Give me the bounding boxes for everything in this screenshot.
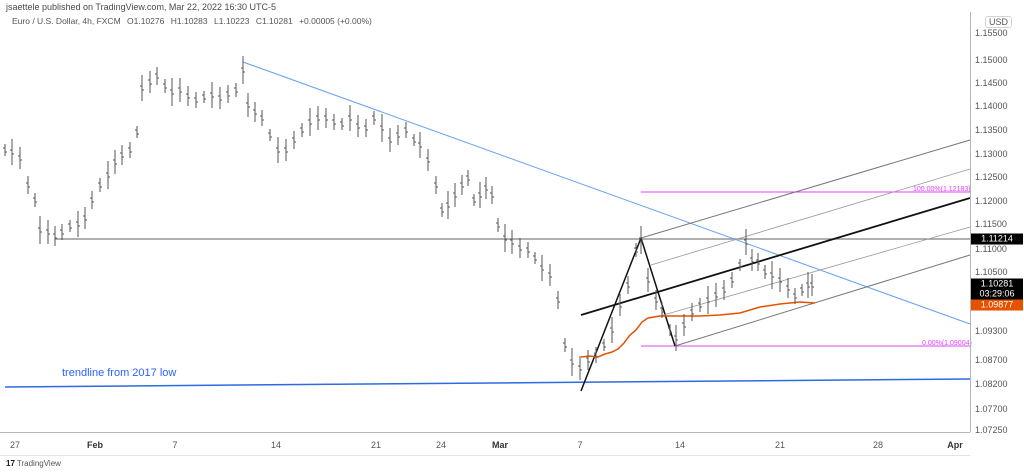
ohlc-close: C1.10281 (255, 16, 293, 26)
pitchfork-upper-outer[interactable] (640, 139, 971, 239)
time-tick: 21 (774, 440, 786, 450)
ohlc-open: O1.10276 (127, 16, 165, 26)
price-tick: 1.07700 (975, 404, 1008, 414)
time-tick: Apr (947, 440, 963, 450)
price-tick: 1.09300 (975, 326, 1008, 336)
price-tick: 1.08700 (975, 355, 1008, 365)
ohlc-change: +0.00005 (+0.00%) (299, 16, 372, 26)
trendline-label: trendline from 2017 low (62, 367, 177, 379)
pitchfork-lower-inner[interactable] (659, 226, 971, 317)
time-tick: Mar (491, 440, 509, 450)
time-tick: Feb (86, 440, 104, 450)
price-tick: 1.08200 (975, 379, 1008, 389)
price-tick: 1.12500 (975, 172, 1008, 182)
pitchfork-handle[interactable] (580, 235, 676, 392)
ohlc-low: L1.10223 (214, 16, 250, 26)
price-tick: 1.12000 (975, 196, 1008, 206)
pitchfork-upper-inner[interactable] (650, 168, 971, 266)
symbol-legend: Euro / U.S. Dollar, 4h, FXCM O1.10276 H1… (12, 16, 376, 26)
time-tick: 14 (674, 440, 686, 450)
pitchfork-median[interactable] (580, 197, 971, 316)
currency-label[interactable]: USD (985, 16, 1013, 28)
time-tick: 14 (270, 440, 282, 450)
time-tick: 7 (577, 440, 583, 450)
time-tick: 27 (9, 440, 21, 450)
brand-name: TradingView (16, 459, 61, 468)
price-tick: 1.15000 (975, 55, 1008, 65)
price-tick: 1.13000 (975, 149, 1008, 159)
fib-0-label: 0.00%(1.09004) (922, 340, 972, 347)
time-axis[interactable] (0, 432, 970, 456)
price-tick: 1.13500 (975, 125, 1008, 135)
tradingview-logo[interactable]: 17 TradingView (6, 459, 61, 468)
price-tick: 1.07250 (975, 425, 1008, 435)
symbol-name: Euro / U.S. Dollar, 4h, FXCM (12, 16, 121, 26)
published-info: jsaettele published on TradingView.com, … (6, 2, 276, 12)
time-tick: 24 (435, 440, 447, 450)
price-tick: 1.11000 (975, 244, 1007, 254)
moving-average-line[interactable] (580, 301, 816, 358)
price-tick: 1.10500 (975, 267, 1008, 277)
descending-trendline[interactable] (242, 61, 971, 325)
price-tick: 1.11500 (975, 219, 1007, 229)
support-trendline-2017[interactable] (4, 378, 971, 388)
price-tick: 1.14500 (975, 78, 1008, 88)
ohlc-high: H1.10283 (170, 16, 208, 26)
logo-icon: 17 (6, 459, 15, 468)
price-tag: 1.10281 (971, 278, 1023, 290)
time-tick: 21 (370, 440, 382, 450)
ohlc-bars (3, 56, 814, 380)
price-tag: 1.11214 (971, 233, 1023, 245)
time-tick: 28 (872, 440, 884, 450)
price-tick: 1.15500 (975, 28, 1008, 38)
fib-100-label: 100.00%(1.12183) (913, 186, 971, 193)
price-tick: 1.14000 (975, 101, 1008, 111)
price-axis[interactable] (970, 12, 1024, 432)
time-tick: 7 (172, 440, 178, 450)
pitchfork-lower-outer[interactable] (674, 254, 971, 347)
bar-countdown: 03:29:06 (971, 288, 1023, 300)
price-tag: 1.09877 (971, 299, 1023, 311)
